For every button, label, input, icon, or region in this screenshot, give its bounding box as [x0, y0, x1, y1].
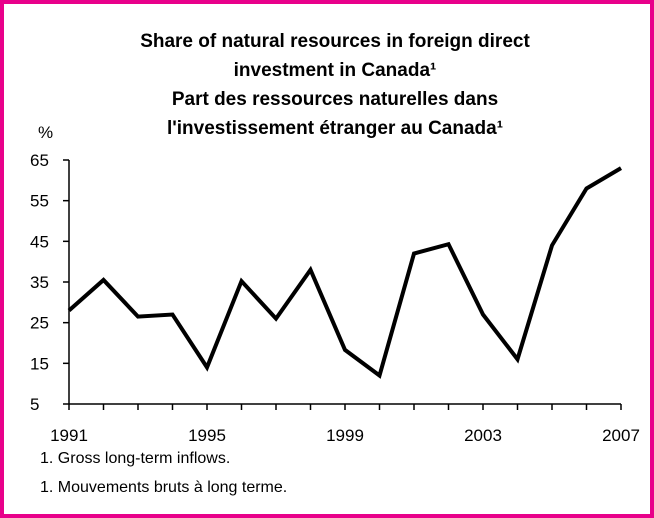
x-tick-label: 1995 [188, 426, 226, 445]
x-tick-label: 2007 [602, 426, 640, 445]
y-tick-label: 55 [30, 192, 49, 211]
y-tick-label: 65 [30, 151, 49, 170]
x-tick-label: 1999 [326, 426, 364, 445]
data-line [67, 166, 623, 379]
y-axis-label: % [38, 123, 53, 142]
y-tick-label: 15 [30, 354, 49, 373]
chart-title: Part des ressources naturelles dans [172, 89, 498, 110]
y-tick-label: 45 [30, 232, 49, 251]
y-tick-label: 35 [30, 273, 49, 292]
y-tick-label: 25 [30, 314, 49, 333]
x-tick-label: 2003 [464, 426, 502, 445]
footnote: 1. Gross long-term inflows. [40, 450, 230, 467]
chart-title: investment in Canada¹ [234, 60, 437, 81]
footnote: 1. Mouvements bruts à long terme. [40, 479, 287, 496]
y-tick-label: 5 [30, 395, 39, 414]
chart-title: Share of natural resources in foreign di… [140, 31, 530, 52]
chart-title: l'investissement étranger au Canada¹ [167, 118, 503, 139]
x-tick-label: 1991 [50, 426, 88, 445]
